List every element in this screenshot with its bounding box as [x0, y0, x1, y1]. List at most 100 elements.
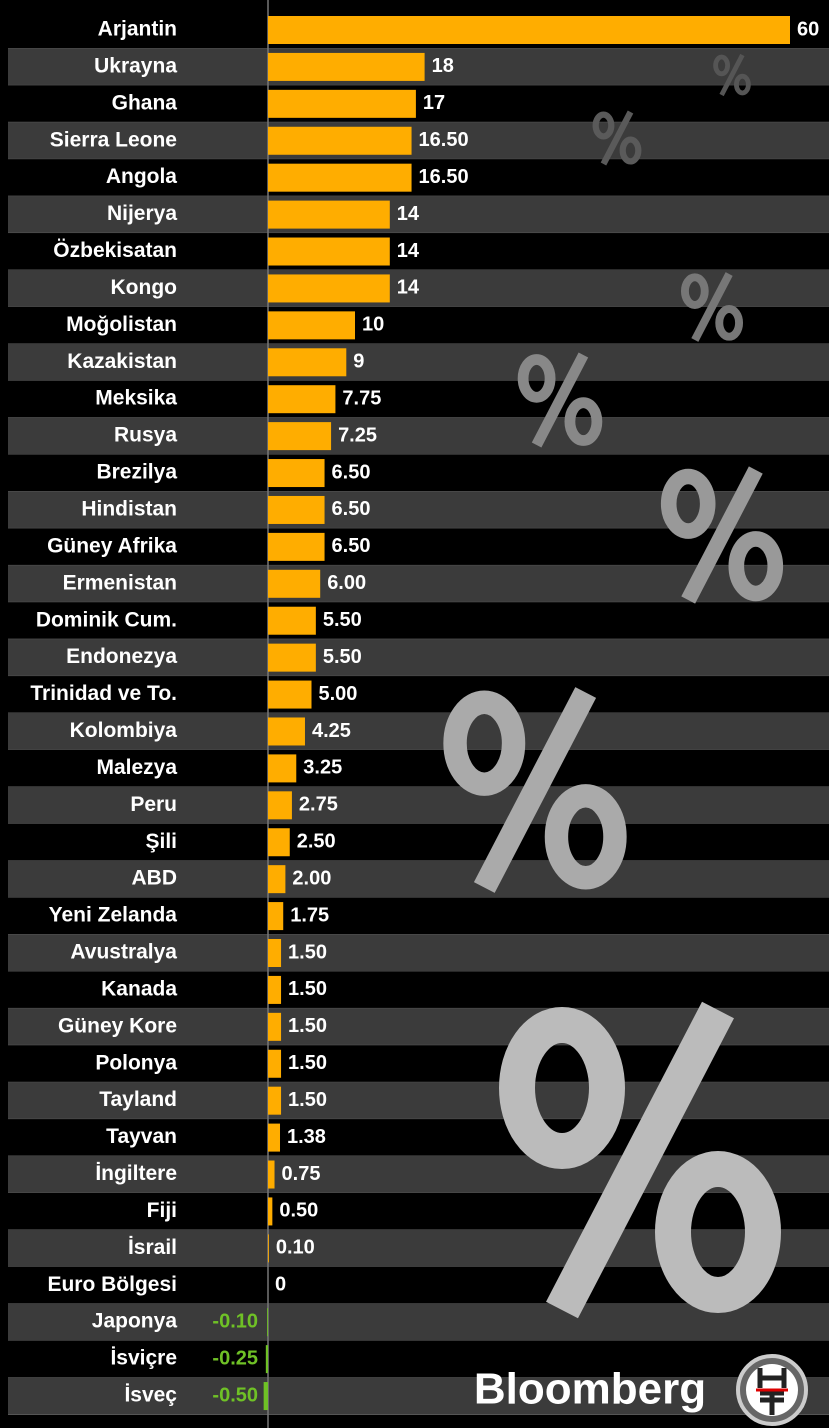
category-label: Avustralya: [70, 941, 177, 964]
value-label: 2.00: [292, 867, 331, 889]
value-label: 10: [362, 314, 384, 336]
category-label: Peru: [130, 793, 177, 816]
bar: [268, 311, 355, 339]
category-label: Yeni Zelanda: [49, 904, 178, 927]
category-label: Tayland: [99, 1088, 177, 1111]
value-label: 16.50: [419, 166, 469, 188]
value-label: 6.50: [332, 461, 371, 483]
bar: [266, 1345, 268, 1373]
value-label: 3.25: [303, 757, 342, 779]
category-label: İsveç: [124, 1384, 177, 1407]
bar: [268, 754, 296, 782]
value-label: 7.75: [342, 387, 381, 409]
bar: [268, 348, 346, 376]
value-label: 9: [353, 351, 364, 373]
bar: [268, 238, 390, 266]
value-label: 14: [397, 240, 420, 262]
value-label: 18: [432, 55, 454, 77]
ht-logo: [738, 1356, 806, 1424]
value-label: -0.10: [212, 1310, 258, 1332]
category-label: İngiltere: [95, 1162, 177, 1185]
bar: [268, 902, 283, 930]
category-label: Ghana: [112, 91, 178, 114]
source-logo: Bloomberg: [474, 1365, 706, 1414]
category-label: İsviçre: [110, 1347, 177, 1370]
bar: [268, 1161, 275, 1189]
bar: [268, 1087, 281, 1115]
bar: [268, 1124, 280, 1152]
bar: [268, 607, 316, 635]
value-label: 5.50: [323, 646, 362, 668]
value-label: 1.38: [287, 1126, 326, 1148]
bar: [268, 828, 290, 856]
bar: [268, 644, 316, 672]
bar: [268, 1197, 272, 1225]
row-stripe: [8, 824, 829, 861]
category-label: Hindistan: [81, 498, 177, 521]
value-label: 14: [397, 203, 420, 225]
value-label: 2.50: [297, 831, 336, 853]
bar: [268, 201, 390, 229]
category-label: Arjantin: [98, 18, 177, 41]
category-label: Brezilya: [96, 461, 177, 484]
bar: [268, 976, 281, 1004]
category-label: Kazakistan: [67, 350, 177, 373]
value-label: 0: [275, 1274, 286, 1296]
bar: [268, 1050, 281, 1078]
value-label: 17: [423, 92, 445, 114]
value-label: 0.50: [279, 1200, 318, 1222]
bar: [268, 865, 285, 893]
value-label: 1.50: [288, 1052, 327, 1074]
value-label: 5.00: [319, 683, 358, 705]
category-label: Kolombiya: [70, 719, 178, 742]
value-label: -0.50: [212, 1384, 258, 1406]
category-label: Tayvan: [106, 1125, 177, 1148]
category-label: Ukrayna: [94, 54, 177, 77]
category-label: Euro Bölgesi: [47, 1273, 177, 1296]
bar: [268, 496, 325, 524]
bar: [268, 422, 331, 450]
category-label: Fiji: [147, 1199, 177, 1222]
value-label: 2.75: [299, 794, 338, 816]
bar: [268, 1234, 269, 1262]
bar: [268, 90, 416, 118]
category-label: Trinidad ve To.: [30, 682, 177, 705]
value-label: -0.25: [212, 1347, 258, 1369]
category-label: Kongo: [111, 276, 177, 299]
category-label: Dominik Cum.: [36, 608, 177, 631]
category-label: Rusya: [114, 424, 177, 447]
bar: [268, 717, 305, 745]
value-label: 0.75: [282, 1163, 321, 1185]
value-label: 7.25: [338, 424, 377, 446]
category-label: Ermenistan: [63, 571, 177, 594]
value-label: 4.25: [312, 720, 351, 742]
category-label: Özbekisatan: [53, 239, 177, 262]
bar: [267, 1308, 268, 1336]
category-label: Sierra Leone: [50, 128, 177, 151]
bar: [268, 164, 412, 192]
value-label: 1.50: [288, 941, 327, 963]
value-label: 16.50: [419, 129, 469, 151]
value-label: 6.00: [327, 572, 366, 594]
value-label: 1.50: [288, 1015, 327, 1037]
bar: [268, 127, 412, 155]
bar: [268, 385, 335, 413]
category-label: Güney Afrika: [47, 534, 177, 557]
category-label: Japonya: [92, 1310, 178, 1333]
bar: [268, 791, 292, 819]
row-stripe: [8, 1193, 829, 1230]
category-label: Polonya: [95, 1051, 177, 1074]
value-label: 1.50: [288, 1089, 327, 1111]
value-label: 60: [797, 18, 819, 40]
bar: [268, 274, 390, 302]
category-label: ABD: [132, 867, 178, 890]
value-label: 6.50: [332, 498, 371, 520]
category-label: Malezya: [96, 756, 177, 779]
category-label: Kanada: [101, 977, 177, 1000]
bar: [268, 16, 790, 44]
value-label: 6.50: [332, 535, 371, 557]
category-label: Şili: [145, 830, 177, 853]
chart: Arjantin 60 Ukrayna 18 Ghana 17 Sierra Leone 16…: [0, 0, 829, 1428]
bar: [268, 1013, 281, 1041]
bar: [268, 570, 320, 598]
